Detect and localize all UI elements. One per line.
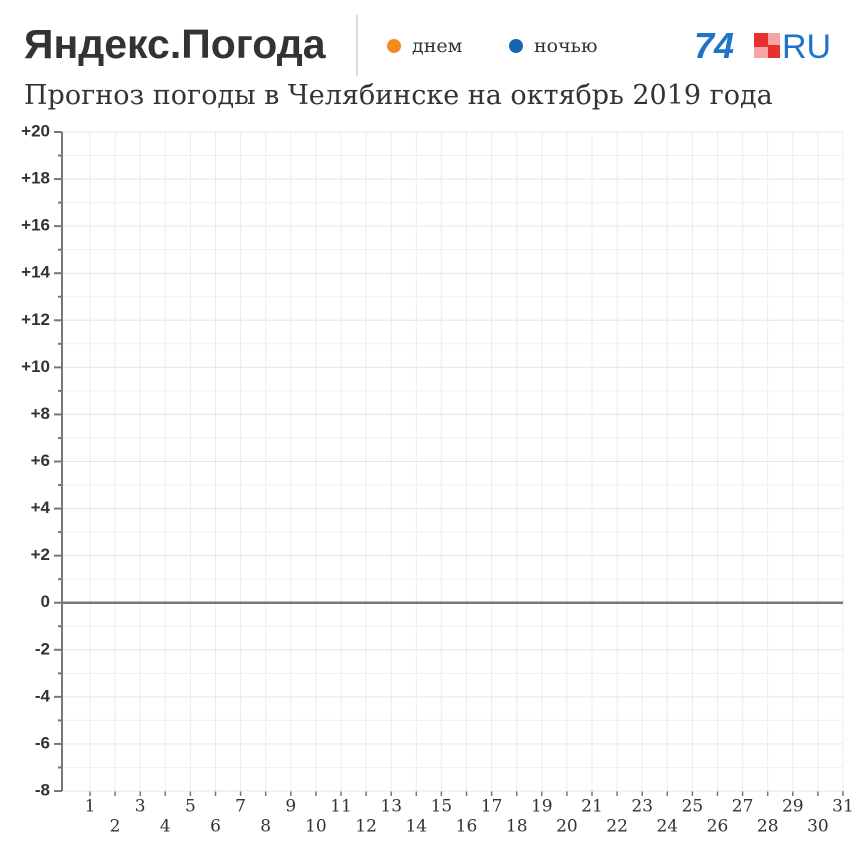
y-tick-label: +2 bbox=[31, 545, 50, 564]
legend-label: ночью bbox=[534, 35, 598, 57]
logo-square bbox=[768, 33, 780, 45]
logo-square bbox=[768, 45, 780, 58]
chart-title: Яндекс.Погода bbox=[24, 21, 327, 67]
x-tick-label: 2 bbox=[110, 817, 121, 837]
y-tick-label: +16 bbox=[21, 216, 50, 235]
chart-subtitle: Прогноз погоды в Челябинске на октябрь 2… bbox=[24, 80, 773, 111]
x-tick-label: 30 bbox=[807, 817, 829, 837]
x-tick-label: 14 bbox=[405, 817, 427, 837]
x-tick-label: 15 bbox=[431, 797, 453, 817]
x-tick-label: 3 bbox=[135, 797, 146, 817]
x-tick-label: 12 bbox=[355, 817, 377, 837]
y-tick-label: +10 bbox=[21, 357, 50, 376]
x-tick-label: 28 bbox=[757, 817, 779, 837]
x-tick-label: 4 bbox=[160, 817, 171, 837]
x-tick-label: 16 bbox=[456, 817, 478, 837]
y-tick-label: -8 bbox=[35, 780, 50, 799]
legend-label: днем bbox=[412, 35, 463, 57]
x-tick-label: 5 bbox=[185, 797, 196, 817]
x-tick-label: 20 bbox=[556, 817, 578, 837]
y-tick-label: +6 bbox=[31, 451, 50, 470]
x-tick-label: 13 bbox=[380, 797, 402, 817]
y-tick-label: +8 bbox=[31, 404, 50, 423]
y-tick-label: -2 bbox=[35, 639, 50, 658]
x-tick-label: 29 bbox=[782, 797, 804, 817]
x-tick-label: 21 bbox=[581, 797, 603, 817]
x-tick-label: 7 bbox=[235, 797, 246, 817]
logo: 74 RU bbox=[694, 25, 831, 66]
x-tick-label: 27 bbox=[732, 797, 754, 817]
x-tick-label: 11 bbox=[330, 797, 352, 817]
x-tick-label: 10 bbox=[305, 817, 327, 837]
x-tick-label: 26 bbox=[707, 817, 729, 837]
legend-marker bbox=[387, 39, 401, 53]
y-tick-label: -4 bbox=[35, 686, 51, 705]
logo-square bbox=[754, 33, 768, 47]
y-tick-label: +14 bbox=[21, 263, 50, 282]
y-tick-label: +18 bbox=[21, 169, 50, 188]
y-tick-label: +4 bbox=[31, 498, 51, 517]
logo-number: 74 bbox=[694, 25, 734, 66]
logo-square bbox=[754, 47, 768, 58]
x-tick-label: 22 bbox=[606, 817, 628, 837]
legend-marker bbox=[509, 39, 523, 53]
x-tick-label: 8 bbox=[260, 817, 271, 837]
x-tick-label: 9 bbox=[285, 797, 296, 817]
x-tick-label: 18 bbox=[506, 817, 528, 837]
y-tick-label: 0 bbox=[41, 592, 50, 611]
logo-suffix: RU bbox=[782, 28, 831, 66]
x-tick-label: 24 bbox=[656, 817, 678, 837]
x-tick-label: 1 bbox=[85, 797, 96, 817]
x-tick-label: 31 bbox=[832, 797, 854, 817]
x-tick-label: 25 bbox=[682, 797, 704, 817]
x-tick-label: 17 bbox=[481, 797, 503, 817]
y-tick-label: -6 bbox=[35, 733, 50, 752]
x-tick-label: 19 bbox=[531, 797, 553, 817]
y-tick-label: +12 bbox=[21, 310, 50, 329]
y-tick-label: +20 bbox=[21, 121, 50, 140]
x-tick-label: 6 bbox=[210, 817, 221, 837]
x-tick-label: 23 bbox=[631, 797, 653, 817]
